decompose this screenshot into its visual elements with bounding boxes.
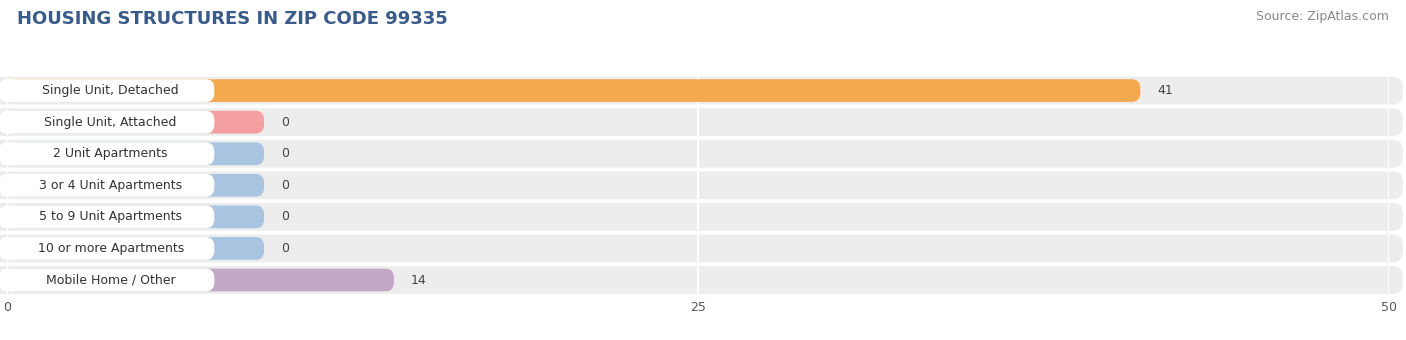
FancyBboxPatch shape (0, 235, 1403, 262)
FancyBboxPatch shape (0, 140, 1403, 168)
FancyBboxPatch shape (0, 174, 214, 197)
FancyBboxPatch shape (7, 205, 264, 228)
Text: Source: ZipAtlas.com: Source: ZipAtlas.com (1256, 10, 1389, 23)
Text: 0: 0 (281, 210, 288, 223)
Text: 0: 0 (281, 147, 288, 160)
Text: 2 Unit Apartments: 2 Unit Apartments (53, 147, 167, 160)
FancyBboxPatch shape (0, 79, 214, 102)
Text: 3 or 4 Unit Apartments: 3 or 4 Unit Apartments (39, 179, 183, 192)
FancyBboxPatch shape (7, 269, 394, 291)
FancyBboxPatch shape (7, 79, 1140, 102)
Text: 14: 14 (411, 273, 426, 287)
FancyBboxPatch shape (0, 108, 1403, 136)
FancyBboxPatch shape (0, 237, 214, 260)
FancyBboxPatch shape (7, 237, 264, 260)
FancyBboxPatch shape (0, 171, 1403, 199)
Text: Mobile Home / Other: Mobile Home / Other (46, 273, 176, 287)
FancyBboxPatch shape (0, 266, 1403, 294)
Text: Single Unit, Detached: Single Unit, Detached (42, 84, 179, 97)
FancyBboxPatch shape (0, 205, 214, 228)
Text: 10 or more Apartments: 10 or more Apartments (38, 242, 184, 255)
FancyBboxPatch shape (0, 203, 1403, 231)
Text: 41: 41 (1157, 84, 1173, 97)
FancyBboxPatch shape (0, 269, 214, 291)
FancyBboxPatch shape (0, 111, 214, 134)
FancyBboxPatch shape (7, 142, 264, 165)
FancyBboxPatch shape (0, 77, 1403, 104)
FancyBboxPatch shape (0, 142, 214, 165)
Text: Single Unit, Attached: Single Unit, Attached (45, 116, 177, 129)
Text: 0: 0 (281, 116, 288, 129)
FancyBboxPatch shape (7, 174, 264, 197)
Text: 5 to 9 Unit Apartments: 5 to 9 Unit Apartments (39, 210, 183, 223)
Text: 0: 0 (281, 242, 288, 255)
FancyBboxPatch shape (7, 111, 264, 134)
Text: 0: 0 (281, 179, 288, 192)
Text: HOUSING STRUCTURES IN ZIP CODE 99335: HOUSING STRUCTURES IN ZIP CODE 99335 (17, 10, 447, 28)
